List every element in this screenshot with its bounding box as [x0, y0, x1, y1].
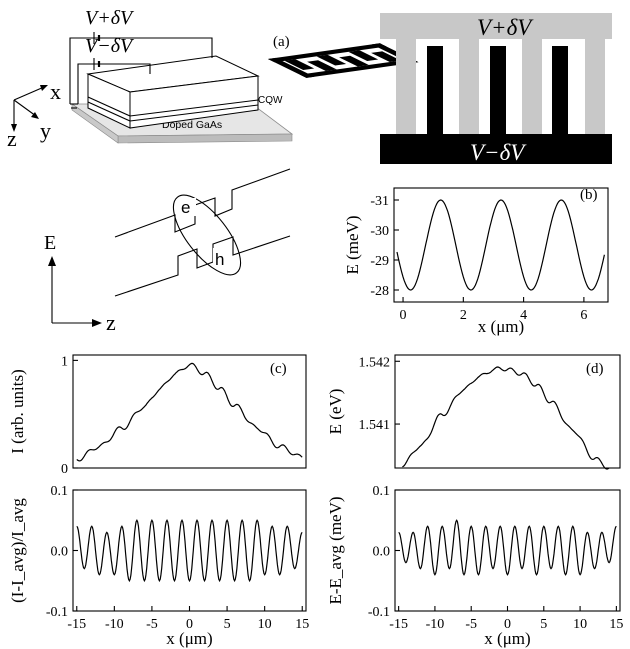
x-axis-label: x (μm) — [478, 317, 524, 336]
y-tick-label: 0.1 — [51, 484, 69, 499]
chart-d_bottom: -0.1 0.0 0.1 -15 -10 -5 0 5 10 15 E-E_avg (meV) x (… — [326, 484, 623, 648]
y-tick-label: 1.541 — [359, 418, 391, 433]
x-tick-label: 0 — [504, 617, 511, 632]
hole-label: h — [215, 250, 224, 269]
wire-bottom — [77, 63, 151, 104]
axis-e-label: E — [44, 232, 56, 254]
x-tick-label: -10 — [426, 617, 445, 632]
axis-z2-label: z — [106, 310, 116, 335]
cqw-layer-line-1 — [129, 99, 259, 117]
axis-z-label: z — [7, 126, 17, 151]
gate-bottom-label: V−δV — [470, 140, 527, 165]
y-tick-label: -31 — [370, 194, 389, 209]
plot-frame — [72, 489, 307, 612]
x-tick-label: 15 — [295, 617, 309, 632]
x-axis-label: x (μm) — [484, 629, 530, 648]
y-tick-label: 0.0 — [51, 545, 69, 560]
cqw-label: CQW — [258, 95, 283, 106]
x-tick-label: -5 — [146, 617, 158, 632]
coordinate-axes: x z y — [7, 79, 61, 151]
x-tick-label: 5 — [224, 617, 231, 632]
charts: -31 -30 -29 -28 0 2 4 6 E (meV) x (μm) (b) 0 1 I (arb… — [8, 187, 623, 648]
chart-b: -31 -30 -29 -28 0 2 4 6 E (meV) x (μm) (b) — [343, 187, 609, 336]
plot-frame — [393, 187, 609, 303]
x-tick-label: 0 — [400, 308, 407, 323]
bias-top-label: V+δV — [85, 7, 135, 29]
axis-x-label: x — [50, 79, 61, 104]
y-tick-label: -28 — [370, 284, 389, 299]
gate-dark-bar — [380, 134, 612, 164]
plot-frame — [72, 354, 307, 469]
series-line — [76, 362, 303, 462]
y-tick-label: 0 — [61, 462, 68, 477]
conduction-band — [114, 168, 291, 238]
chart-d_top: 1.541 1.542 E (eV) (d) — [326, 354, 621, 470]
x-tick-label: 0 — [186, 617, 193, 632]
wire-top — [69, 37, 213, 104]
y-tick-label: 0.1 — [373, 484, 391, 499]
y-tick-label: 1 — [61, 354, 68, 369]
y-axis-label: I (arb. units) — [8, 369, 27, 454]
x-tick-label: -5 — [465, 617, 477, 632]
x-tick-label: 2 — [460, 308, 467, 323]
x-tick-label: 15 — [609, 617, 623, 632]
plot-frame — [394, 354, 621, 469]
series-line — [396, 199, 605, 291]
x-tick-label: 10 — [258, 617, 272, 632]
substrate-label: Doped GaAs — [162, 119, 222, 131]
y-axis-label: E (meV) — [343, 215, 362, 274]
gate-top-label: V+δV — [477, 15, 534, 40]
exciton-ellipse — [172, 194, 242, 276]
chart-c_bottom: -0.1 0.0 0.1 -15 -10 -5 0 5 10 15 (I-I_avg)/I_avgx… — [8, 484, 309, 648]
y-tick-label: -0.1 — [46, 605, 68, 620]
y-tick-label: 0.0 — [373, 545, 391, 560]
electron-label: e — [181, 198, 190, 217]
x-tick-label: 5 — [540, 617, 547, 632]
x-tick-label: 10 — [573, 617, 587, 632]
panel-a-label: (a) — [273, 34, 290, 50]
x-tick-label: -10 — [105, 617, 124, 632]
bias-bottom-label: V−δV — [85, 35, 135, 57]
panel-label: (b) — [580, 187, 598, 203]
panel-label: (d) — [586, 361, 604, 377]
y-tick-label: -29 — [370, 254, 389, 269]
y-axis-label: E (eV) — [326, 389, 345, 435]
axis-y-label: y — [40, 118, 51, 143]
gate-diagram: V+δV V−δV — [380, 13, 612, 165]
y-axis-label: E-E_avg (meV) — [326, 496, 345, 604]
cqw-layer-line-2 — [129, 104, 259, 122]
y-tick-label: 1.542 — [359, 355, 391, 370]
y-tick-label: -0.1 — [368, 605, 390, 620]
top-electrodes — [267, 43, 419, 78]
x-tick-label: 6 — [580, 308, 587, 323]
panel-label: (c) — [270, 361, 287, 377]
block-left — [87, 73, 131, 129]
valence-band — [114, 235, 291, 297]
series-line — [398, 519, 617, 576]
y-tick-label: -30 — [370, 224, 389, 239]
series-line — [76, 519, 303, 583]
band-diagram: e h E z — [44, 168, 291, 335]
y-axis-label: (I-I_avg)/I_avg — [8, 498, 27, 603]
x-axis-label: x (μm) — [166, 629, 212, 648]
x-tick-label: 4 — [520, 308, 527, 323]
gate-light-bar — [380, 13, 612, 39]
series-line — [402, 366, 610, 470]
x-tick-label: -15 — [67, 617, 86, 632]
x-tick-label: -15 — [389, 617, 408, 632]
plot-frame — [394, 489, 621, 612]
chart-c_top: 0 1 I (arb. units) (c) — [8, 354, 307, 477]
panel-a-device: Doped GaAs CQW — [7, 7, 419, 151]
